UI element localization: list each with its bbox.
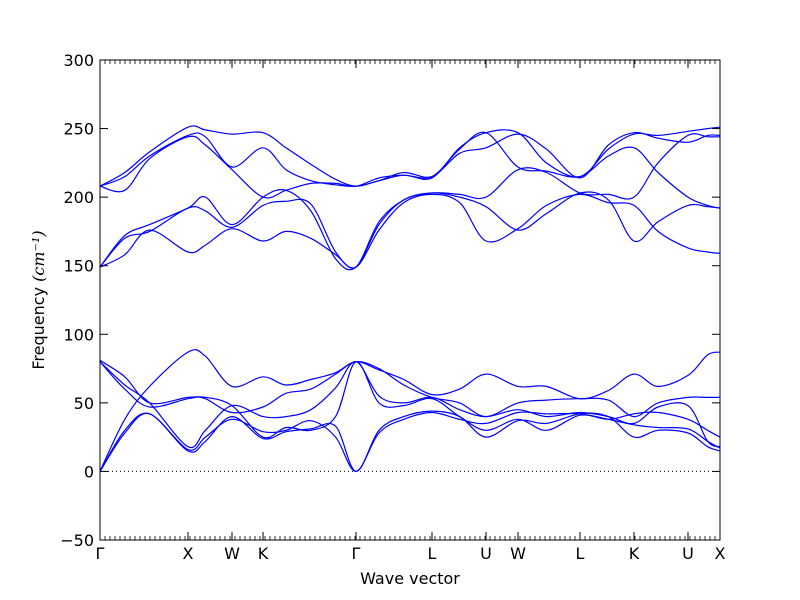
x-tick-label: K: [629, 544, 640, 563]
x-tick-label: L: [428, 544, 437, 563]
y-tick-label: 200: [63, 188, 94, 207]
x-tick-label: W: [510, 544, 526, 563]
y-tick-label: 0: [84, 462, 94, 481]
y-axis-title: Frequency (cm⁻¹): [29, 230, 48, 369]
y-axis-title-text: Frequency: [29, 287, 48, 370]
x-tick-label: K: [258, 544, 269, 563]
y-tick-label: 50: [74, 394, 94, 413]
x-tick-label: Γ: [96, 544, 105, 563]
y-tick-label: 250: [63, 120, 94, 139]
x-tick-label: U: [480, 544, 492, 563]
x-tick-label: U: [682, 544, 694, 563]
plot-background: [100, 60, 720, 540]
x-tick-label: X: [715, 544, 726, 563]
x-tick-label: Γ: [352, 544, 361, 563]
x-tick-label: W: [224, 544, 240, 563]
x-axis-title: Wave vector: [360, 569, 460, 588]
y-axis-unit: (cm⁻¹): [29, 230, 48, 281]
x-tick-label: X: [182, 544, 193, 563]
y-tick-label: 300: [63, 51, 94, 70]
y-tick-label: 150: [63, 257, 94, 276]
x-tick-label: L: [576, 544, 585, 563]
y-tick-label: 100: [63, 325, 94, 344]
y-tick-label: −50: [60, 531, 94, 550]
